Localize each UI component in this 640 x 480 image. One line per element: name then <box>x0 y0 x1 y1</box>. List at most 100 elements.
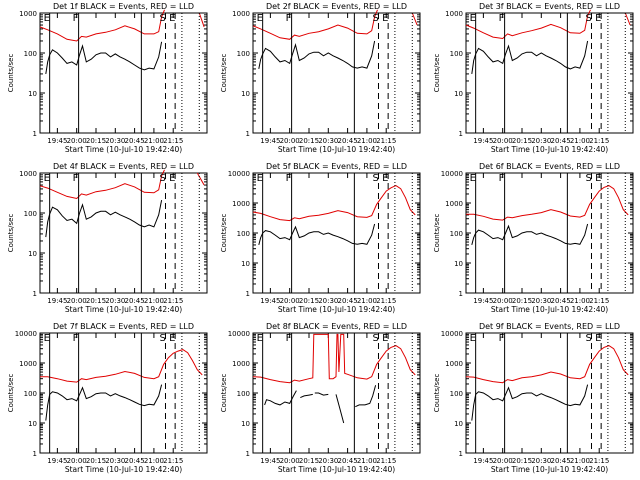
y-tick-label: 1 <box>33 130 37 138</box>
marker-label: S <box>372 173 378 184</box>
x-tick-label: 21:15 <box>589 137 609 145</box>
marker-label: E <box>44 13 50 24</box>
y-tick-label: 1000 <box>19 10 37 18</box>
marker-label: E <box>382 173 388 184</box>
x-tick-label: 19:45 <box>260 137 280 145</box>
x-tick-label: 20:45 <box>551 137 571 145</box>
x-tick-label: 20:45 <box>125 137 145 145</box>
y-tick-label: 1 <box>246 290 250 298</box>
marker-label: S <box>372 333 378 344</box>
marker-label: F <box>73 13 79 24</box>
panel-title: Det 7f BLACK = Events, RED = LLD <box>53 322 194 331</box>
x-tick-label: 20:30 <box>531 457 551 465</box>
series-line-lld <box>466 185 629 221</box>
y-tick-label: 10 <box>28 90 37 98</box>
y-tick-label: 1000 <box>445 10 463 18</box>
x-tick-label: 20:15 <box>512 137 532 145</box>
panel-title: Det 3f BLACK = Events, RED = LLD <box>479 2 620 11</box>
y-tick-label: 1000 <box>19 360 37 368</box>
series-line-events <box>355 385 377 408</box>
panel-det-6: Det 6f BLACK = Events, RED = LLD 1 10 100 10… <box>433 162 634 314</box>
x-tick-label: 20:00 <box>67 457 87 465</box>
x-tick-label: 20:15 <box>86 457 106 465</box>
y-tick-label: 100 <box>450 50 463 58</box>
x-tick-label: 21:15 <box>589 297 609 305</box>
marker-label: E <box>257 173 263 184</box>
x-tick-label: 19:45 <box>260 457 280 465</box>
y-axis-label: Counts/sec <box>433 54 441 93</box>
series-line-events <box>471 40 589 74</box>
y-tick-label: 1000 <box>445 360 463 368</box>
x-tick-label: 20:45 <box>338 297 358 305</box>
x-tick-label: 19:45 <box>473 137 493 145</box>
y-tick-label: 10 <box>28 420 37 428</box>
panel-det-7: Det 7f BLACK = Events, RED = LLD 1 10 100 10… <box>7 322 208 474</box>
y-tick-label: 10000 <box>15 330 37 338</box>
x-tick-label: 19:45 <box>47 457 67 465</box>
x-tick-label: 20:00 <box>67 137 87 145</box>
x-axis-label: Start Time (10-Jul-10 19:42:40) <box>65 305 182 314</box>
series-line-lld <box>465 345 629 384</box>
series-line-lld <box>40 349 203 383</box>
marker-label: E <box>169 13 175 24</box>
y-tick-label: 100 <box>237 50 250 58</box>
panel-title: Det 8f BLACK = Events, RED = LLD <box>266 322 407 331</box>
series-line-events <box>258 40 376 69</box>
panel-det-4: Det 4f BLACK = Events, RED = LLD 1 10 100 10… <box>7 162 208 314</box>
marker-label: E <box>257 13 263 24</box>
x-axis-label: Start Time (10-Jul-10 19:42:40) <box>65 145 182 154</box>
marker-label: S <box>159 173 165 184</box>
series-line-events <box>471 223 589 246</box>
axes-frame <box>465 12 634 134</box>
axes-frame <box>252 12 421 134</box>
x-tick-label: 20:45 <box>125 457 145 465</box>
x-axis-label: Start Time (10-Jul-10 19:42:40) <box>278 465 395 474</box>
x-tick-label: 21:15 <box>163 457 183 465</box>
y-axis-label: Counts/sec <box>433 374 441 413</box>
x-tick-label: 20:15 <box>299 457 319 465</box>
panel-title: Det 6f BLACK = Events, RED = LLD <box>479 162 620 171</box>
x-axis-label: Start Time (10-Jul-10 19:42:40) <box>491 145 608 154</box>
marker-label: F <box>73 333 79 344</box>
y-tick-label: 1 <box>33 450 37 458</box>
y-tick-label: 1 <box>246 130 250 138</box>
marker-label: S <box>585 333 591 344</box>
series-line-lld <box>624 12 631 26</box>
marker-label: F <box>286 173 292 184</box>
y-tick-label: 1000 <box>445 200 463 208</box>
marker-label: E <box>470 173 476 184</box>
x-tick-label: 20:30 <box>318 137 338 145</box>
x-tick-label: 20:30 <box>105 137 125 145</box>
marker-label: E <box>470 333 476 344</box>
x-tick-label: 21:00 <box>357 137 377 145</box>
series-line-lld <box>252 9 378 40</box>
y-tick-label: 1 <box>459 450 463 458</box>
series-line-lld <box>411 12 418 26</box>
series-line-lld <box>39 169 165 200</box>
series-line-lld <box>465 9 591 40</box>
axes-frame <box>39 172 208 294</box>
marker-label: S <box>159 333 165 344</box>
marker-label: E <box>382 13 388 24</box>
x-tick-label: 20:15 <box>512 457 532 465</box>
y-tick-label: 10 <box>28 250 37 258</box>
x-axis-label: Start Time (10-Jul-10 19:42:40) <box>65 465 182 474</box>
panel-title: Det 5f BLACK = Events, RED = LLD <box>266 162 407 171</box>
panel-title: Det 1f BLACK = Events, RED = LLD <box>53 2 194 11</box>
series-line-events <box>335 394 345 424</box>
series-line-events <box>258 223 376 246</box>
y-tick-label: 10000 <box>441 330 463 338</box>
y-tick-label: 10 <box>454 260 463 268</box>
x-tick-label: 21:00 <box>357 297 377 305</box>
x-tick-label: 20:15 <box>86 297 106 305</box>
x-axis-label: Start Time (10-Jul-10 19:42:40) <box>491 305 608 314</box>
marker-label: E <box>595 173 601 184</box>
x-tick-label: 20:30 <box>105 297 125 305</box>
y-tick-label: 10 <box>241 420 250 428</box>
series-line-lld <box>252 333 416 384</box>
y-tick-label: 10000 <box>441 170 463 178</box>
y-tick-label: 1 <box>459 290 463 298</box>
x-tick-label: 21:15 <box>376 297 396 305</box>
x-tick-label: 20:00 <box>493 137 513 145</box>
